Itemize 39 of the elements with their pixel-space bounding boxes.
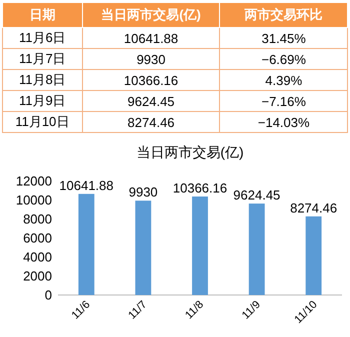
x-tick-label: 11/6 <box>69 298 93 322</box>
bar <box>306 216 322 295</box>
text: 11月7日 <box>2 48 82 70</box>
text: −7.16% <box>220 90 348 112</box>
data-label: 9930 <box>128 184 158 200</box>
data-label: 9624.45 <box>233 188 280 203</box>
y-tick-label: 0 <box>44 288 52 302</box>
text: 11月10日 <box>2 112 82 132</box>
text: 10641.88 <box>82 28 220 48</box>
text: 日期 <box>2 2 82 28</box>
y-tick-label: 2000 <box>23 268 52 284</box>
y-tick-label: 4000 <box>23 250 52 264</box>
text: 31.45% <box>220 28 348 48</box>
bar <box>248 204 265 295</box>
y-tick-label: 10000 <box>16 192 52 208</box>
bar <box>78 194 94 295</box>
text: 9930 <box>82 48 220 70</box>
y-tick-label: 8000 <box>23 212 52 226</box>
chart-title: 当日两市交易(亿) <box>136 144 244 160</box>
x-tick-label: 11/8 <box>183 298 206 322</box>
bar <box>135 200 152 295</box>
data-label: 10366.16 <box>172 180 228 196</box>
text: 11月6日 <box>2 28 82 48</box>
text: 4.39% <box>220 70 348 90</box>
data-label: 10641.88 <box>59 178 114 193</box>
x-tick-label: 11/9 <box>240 298 263 322</box>
bar <box>192 196 208 295</box>
y-tick-label: 12000 <box>16 174 52 188</box>
text: 8274.46 <box>82 112 220 132</box>
y-tick-label: 6000 <box>23 230 52 246</box>
text: 10366.16 <box>82 70 220 90</box>
text: 两市交易环比 <box>220 2 348 28</box>
text: −14.03% <box>220 112 348 132</box>
text: 9624.45 <box>82 90 220 112</box>
text: 11月8日 <box>2 70 82 90</box>
data-label: 8274.46 <box>290 200 338 216</box>
text: 当日两市交易(亿) <box>82 2 220 28</box>
text: −6.69% <box>220 48 348 70</box>
text: 11月9日 <box>2 90 82 112</box>
